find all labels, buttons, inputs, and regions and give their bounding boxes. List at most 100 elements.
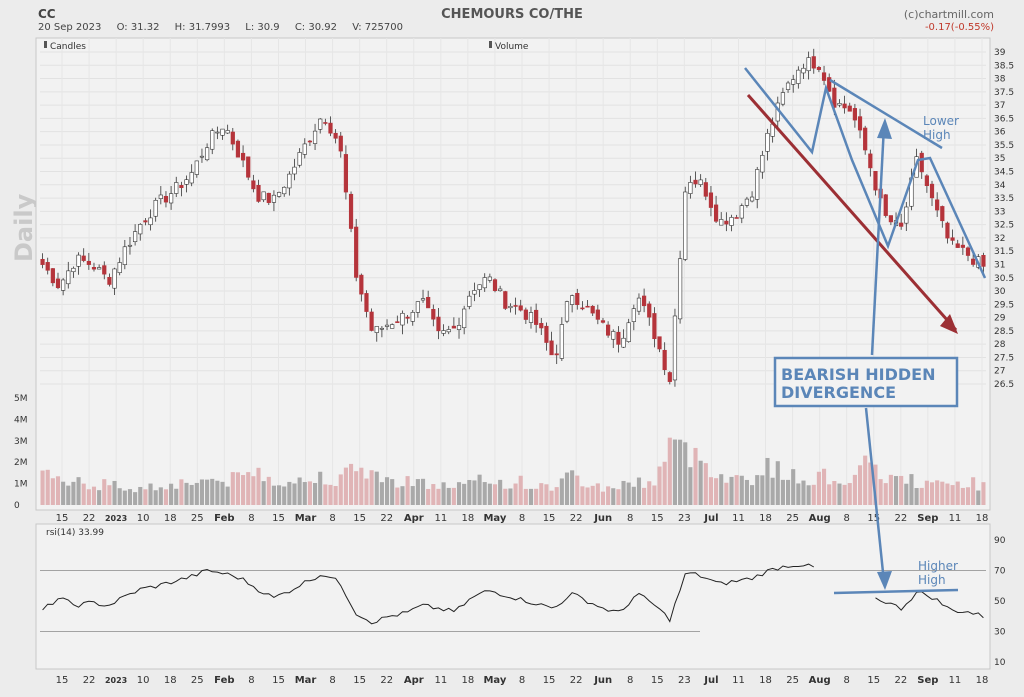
volume-bar	[678, 439, 683, 505]
candle-body	[122, 246, 127, 265]
volume-legend: Volume	[495, 42, 529, 52]
volume-bar	[431, 484, 436, 505]
candle-body	[642, 295, 647, 307]
volume-bar	[765, 457, 770, 505]
ticker-symbol: CC	[38, 7, 56, 21]
candle-body	[91, 267, 97, 270]
volume-bar	[302, 482, 307, 505]
candle-body	[487, 276, 492, 281]
volume-bar	[441, 482, 446, 505]
x-tick-label: 18	[976, 513, 989, 524]
volume-bar	[158, 487, 163, 505]
price-tick-label: 27	[994, 367, 1005, 377]
candle-body	[86, 260, 91, 265]
volume-legend-icon	[489, 41, 492, 48]
volume-bar	[374, 471, 379, 505]
x-tick-label-rsi: 22	[380, 675, 393, 686]
ohlc-readout: 20 Sep 2023 O: 31.32 H: 31.7993 L: 30.9 …	[38, 22, 415, 33]
x-tick-label-rsi: 8	[519, 675, 525, 686]
volume-bar	[487, 483, 492, 505]
candle-body	[153, 200, 158, 217]
candle-body	[312, 130, 318, 144]
volume-bar	[287, 481, 292, 505]
volume-tick-label: 1M	[14, 480, 28, 490]
close-value: C: 30.92	[294, 22, 337, 33]
candle-body	[194, 160, 199, 175]
volume-bar	[719, 474, 724, 505]
volume-bar	[508, 488, 513, 505]
x-tick-label-rsi: 18	[164, 675, 177, 686]
candle-body	[590, 305, 595, 314]
price-tick-label: 27.5	[994, 353, 1014, 363]
candle-body	[66, 270, 71, 285]
candle-body	[883, 194, 888, 216]
volume-bar	[965, 487, 971, 505]
x-tick-label-rsi: 15	[651, 675, 664, 686]
candle-body	[940, 206, 945, 222]
candle-body	[528, 312, 534, 323]
volume-bar	[261, 481, 266, 505]
candle-body	[318, 118, 323, 130]
volume-bar	[950, 485, 955, 505]
candle-body	[477, 284, 482, 290]
volume-bar	[626, 482, 631, 505]
volume-bar	[76, 477, 81, 505]
volume-bar	[827, 484, 832, 505]
price-tick-label: 29.5	[994, 300, 1014, 310]
candles-legend: Candles	[50, 42, 86, 52]
open-value: O: 31.32	[116, 22, 160, 33]
volume-tick-label: 4M	[14, 415, 28, 425]
rsi-panel	[35, 523, 991, 670]
volume-bar	[821, 468, 827, 505]
candle-body	[971, 258, 976, 265]
candle-body	[333, 132, 338, 139]
x-tick-label: 22	[380, 513, 393, 524]
volume-bar	[801, 480, 806, 505]
x-tick-label: 15	[56, 513, 69, 524]
volume-bar	[847, 483, 852, 505]
volume-bar	[348, 463, 354, 505]
volume-bar	[811, 484, 816, 505]
volume-bar	[405, 476, 410, 505]
candle-body	[287, 173, 292, 189]
price-tick-label: 32.5	[994, 221, 1014, 231]
divergence-label-line2: DIVERGENCE	[781, 383, 896, 402]
candle-body	[621, 337, 626, 348]
volume-bar	[338, 474, 343, 505]
candle-body	[467, 295, 472, 307]
x-tick-label: 22	[83, 513, 96, 524]
volume-bar	[585, 487, 590, 505]
x-tick-label: 15	[272, 513, 285, 524]
x-tick-label-rsi: 22	[894, 675, 907, 686]
price-volume-panel	[35, 37, 991, 511]
volume-tick-label: 5M	[14, 394, 28, 404]
candle-body	[765, 132, 770, 152]
volume-bar	[683, 442, 688, 505]
candle-body	[554, 353, 559, 356]
volume-bar	[929, 482, 935, 505]
volume-bar	[359, 467, 364, 505]
volume-bar	[66, 485, 71, 505]
volume-bar	[832, 481, 837, 505]
x-tick-label: 22	[570, 513, 583, 524]
rsi-line	[875, 591, 984, 619]
volume-bar	[472, 480, 477, 505]
candle-body	[343, 154, 349, 193]
volume-bar	[81, 483, 86, 505]
high-value: H: 31.7993	[174, 22, 231, 33]
candle-body	[420, 298, 426, 301]
x-tick-label-rsi: 15	[543, 675, 556, 686]
candle-body	[611, 331, 616, 340]
candle-body	[179, 185, 184, 189]
volume-bar	[909, 474, 914, 505]
candle-body	[436, 316, 441, 332]
price-tick-label: 30.5	[994, 274, 1014, 284]
candle-body	[235, 140, 241, 158]
volume-bar	[714, 478, 719, 505]
x-tick-label: 2023	[105, 514, 127, 523]
volume-bar	[976, 490, 981, 505]
candle-body	[852, 108, 857, 121]
rsi-tick-label: 70	[994, 567, 1006, 577]
volume-bar	[760, 475, 765, 505]
volume-bar	[924, 480, 929, 505]
